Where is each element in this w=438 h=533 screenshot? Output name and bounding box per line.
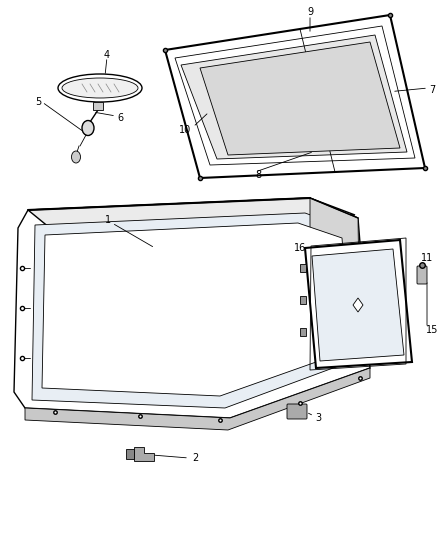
Polygon shape xyxy=(309,198,359,358)
Text: 6: 6 xyxy=(117,113,123,123)
Polygon shape xyxy=(311,249,403,361)
Polygon shape xyxy=(352,298,362,312)
Ellipse shape xyxy=(82,120,94,135)
FancyBboxPatch shape xyxy=(286,404,306,419)
Text: 14: 14 xyxy=(368,345,380,355)
Text: 3: 3 xyxy=(314,413,320,423)
Bar xyxy=(299,264,305,272)
Text: 7: 7 xyxy=(428,85,434,95)
Text: 9: 9 xyxy=(306,7,312,17)
Ellipse shape xyxy=(71,151,80,163)
Text: 15: 15 xyxy=(425,325,437,335)
Bar xyxy=(126,449,134,459)
FancyBboxPatch shape xyxy=(93,102,103,110)
Text: 10: 10 xyxy=(178,125,191,135)
FancyBboxPatch shape xyxy=(416,266,426,284)
Text: 1: 1 xyxy=(105,215,111,225)
Text: 16: 16 xyxy=(293,243,305,253)
Ellipse shape xyxy=(58,74,141,102)
Polygon shape xyxy=(304,240,411,368)
Text: 11: 11 xyxy=(420,253,432,263)
Polygon shape xyxy=(165,15,424,178)
Polygon shape xyxy=(180,35,406,159)
Polygon shape xyxy=(175,26,414,165)
Text: 2: 2 xyxy=(191,453,198,463)
Text: 4: 4 xyxy=(104,50,110,60)
Polygon shape xyxy=(32,213,359,408)
Ellipse shape xyxy=(62,78,138,98)
Polygon shape xyxy=(42,223,349,396)
Polygon shape xyxy=(200,42,399,155)
Text: 5: 5 xyxy=(35,97,41,107)
Bar xyxy=(299,328,305,336)
Polygon shape xyxy=(134,447,154,461)
Polygon shape xyxy=(14,198,369,418)
Text: 8: 8 xyxy=(254,170,261,180)
Polygon shape xyxy=(25,368,369,430)
Bar xyxy=(299,296,305,304)
Polygon shape xyxy=(28,198,354,228)
